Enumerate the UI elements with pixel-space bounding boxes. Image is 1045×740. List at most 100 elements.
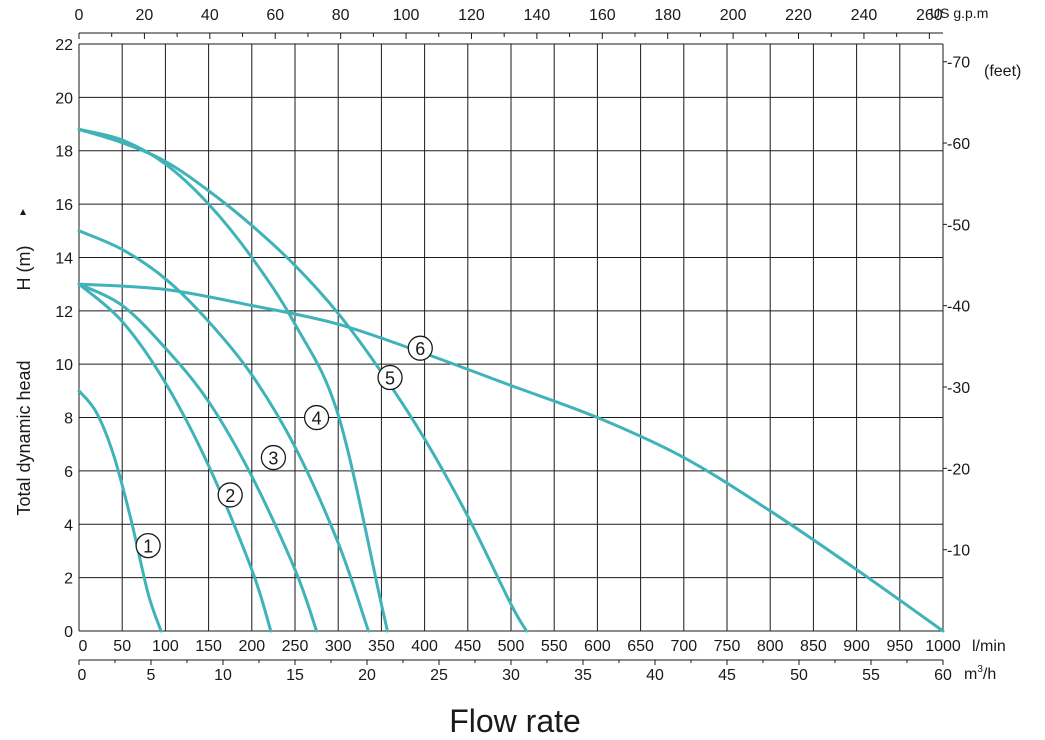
- x-tick-label-lmin: 450: [454, 638, 481, 655]
- x-tick-label-lmin: 100: [152, 638, 179, 655]
- x-tick-label-m3h: 45: [718, 667, 736, 684]
- curve-4: [77, 229, 370, 633]
- x-tick-label-gpm: 240: [851, 7, 878, 24]
- x-tick-label-m3h: 55: [862, 667, 880, 684]
- curve-5: [77, 127, 389, 633]
- y-tick-label-m: 6: [64, 464, 73, 481]
- y-tick-label-m: 8: [64, 411, 73, 428]
- curve-marker-label: 1: [143, 537, 153, 557]
- x-tick-label-lmin: 500: [498, 638, 525, 655]
- y-tick-label-feet: -40: [947, 299, 970, 316]
- y-tick-label-m: 10: [55, 357, 73, 374]
- y-tick-label-m: 12: [55, 304, 73, 321]
- x-unit-gpm: US g.p.m: [930, 5, 988, 21]
- curve-marker-circle: [217, 482, 243, 508]
- curve-3: [77, 282, 319, 633]
- axes: 0246810121416182022-10-20-30-40-50-60-70…: [55, 7, 970, 684]
- x-tick-label-gpm: 180: [654, 7, 681, 24]
- x-tick-label-lmin: 750: [714, 638, 741, 655]
- x-tick-label-lmin: 850: [800, 638, 827, 655]
- x-tick-label-lmin: 550: [541, 638, 568, 655]
- x-tick-label-lmin: 600: [584, 638, 611, 655]
- curve-marker-label: 5: [385, 369, 395, 389]
- curve-marker-label: 2: [225, 486, 235, 506]
- grid: [78, 43, 944, 632]
- curve-marker-circle: [260, 444, 287, 471]
- curve-marker-circle: [135, 532, 161, 559]
- curve-1: [77, 389, 163, 633]
- x-tick-label-m3h: 30: [502, 667, 520, 684]
- x-tick-label-gpm: 120: [458, 7, 485, 24]
- curve-7: [77, 127, 529, 633]
- curve-2: [77, 282, 273, 633]
- x-tick-label-lmin: 250: [282, 638, 309, 655]
- curve-marker-circle: [407, 335, 433, 361]
- x-tick-label-lmin: 300: [325, 638, 352, 655]
- curve-marker-label: 6: [415, 339, 425, 359]
- x-tick-label-lmin: 150: [195, 638, 222, 655]
- x-tick-label-lmin: 0: [79, 638, 88, 655]
- y-tick-label-feet: -10: [947, 543, 970, 560]
- x-tick-label-m3h: 5: [147, 667, 156, 684]
- y-unit-feet: (feet): [984, 63, 1021, 80]
- x-tick-label-m3h: 50: [790, 667, 808, 684]
- x-tick-label-lmin: 650: [627, 638, 654, 655]
- x-tick-label-gpm: 200: [720, 7, 747, 24]
- curves: [77, 127, 945, 633]
- curve-marker-circle: [377, 364, 403, 391]
- x-tick-label-gpm: 0: [75, 7, 84, 24]
- y-tick-label-m: 2: [64, 571, 73, 588]
- y-tick-label-m: 0: [64, 624, 73, 641]
- x-tick-label-m3h: 40: [646, 667, 664, 684]
- x-tick-label-gpm: 220: [785, 7, 812, 24]
- y-tick-label-feet: -30: [947, 380, 970, 397]
- y-tick-label-m: 16: [55, 197, 73, 214]
- x-unit-lmin: l/min: [972, 638, 1006, 655]
- y-tick-label-feet: -60: [947, 136, 970, 153]
- x-tick-label-gpm: 160: [589, 7, 616, 24]
- y-tick-label-feet: -50: [947, 217, 970, 234]
- y-axis-title-group: Total dynamic head H (m): [14, 246, 34, 516]
- x-tick-label-lmin: 50: [113, 638, 131, 655]
- x-tick-label-gpm: 60: [266, 7, 284, 24]
- curve-6: [77, 282, 945, 633]
- x-tick-label-gpm: 80: [332, 7, 350, 24]
- x-tick-label-lmin: 900: [843, 638, 870, 655]
- x-tick-label-m3h: 25: [430, 667, 448, 684]
- y-tick-label-m: 4: [64, 517, 73, 534]
- x-tick-label-gpm: 260: [916, 7, 943, 24]
- y-tick-label-m: 22: [55, 37, 73, 54]
- x-tick-label-m3h: 35: [574, 667, 592, 684]
- x-tick-label-lmin: 1000: [925, 638, 961, 655]
- x-unit-m3h: m3/h: [964, 664, 996, 683]
- x-tick-label-lmin: 350: [368, 638, 395, 655]
- x-tick-label-m3h: 15: [286, 667, 304, 684]
- x-tick-label-lmin: 950: [886, 638, 913, 655]
- x-tick-label-m3h: 20: [358, 667, 376, 684]
- curve-marker-label: 3: [268, 449, 278, 469]
- y-tick-label-m: 20: [55, 90, 73, 107]
- x-tick-label-gpm: 20: [136, 7, 154, 24]
- x-tick-label-gpm: 40: [201, 7, 219, 24]
- x-axis-title: Flow rate: [449, 703, 581, 739]
- x-tick-label-m3h: 0: [78, 667, 87, 684]
- x-unit-m3h-tail: /h: [983, 666, 996, 683]
- x-tick-label-gpm: 140: [524, 7, 551, 24]
- curve-marker-circle: [303, 404, 330, 431]
- x-tick-label-gpm: 100: [393, 7, 420, 24]
- x-tick-label-m3h: 60: [934, 667, 952, 684]
- y-tick-label-m: 14: [55, 250, 73, 267]
- x-tick-label-lmin: 700: [670, 638, 697, 655]
- y-tick-label-feet: -20: [947, 461, 970, 478]
- y-tick-label-feet: -70: [947, 55, 970, 72]
- x-unit-m3h-sup: 3: [977, 664, 983, 675]
- y-axis-symbol: H (m): [14, 246, 34, 291]
- curve-marker-label: 4: [312, 409, 322, 429]
- x-tick-label-lmin: 800: [757, 638, 784, 655]
- x-tick-label-m3h: 10: [214, 667, 232, 684]
- y-tick-label-m: 18: [55, 144, 73, 161]
- x-unit-m3h-base: m: [964, 666, 977, 683]
- x-tick-label-lmin: 400: [411, 638, 438, 655]
- y-axis-arrow-icon: [20, 209, 26, 215]
